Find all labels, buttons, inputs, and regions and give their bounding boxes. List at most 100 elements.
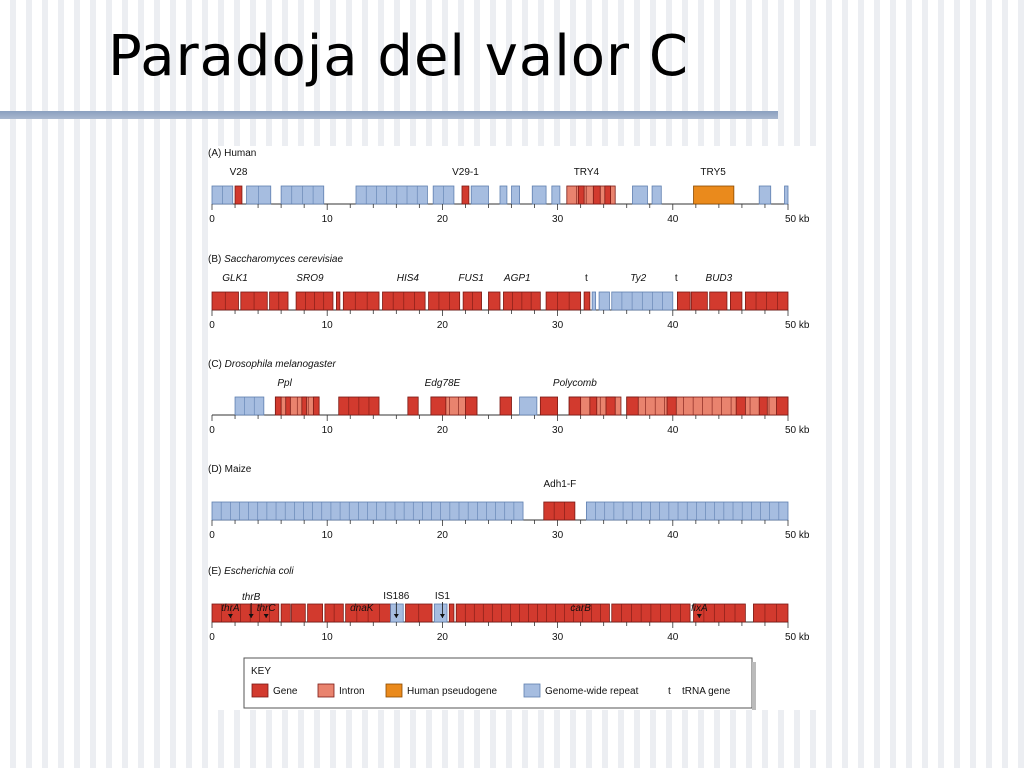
key-frame: [243, 657, 753, 709]
gene-segment: [545, 291, 582, 311]
gene-segment: [285, 396, 291, 416]
axis-end-label: 50 kb: [785, 425, 810, 436]
key-label: Intron: [339, 686, 365, 697]
gene-segment: [605, 396, 616, 416]
tick-label: 30: [552, 425, 564, 436]
gene-segment: [407, 396, 419, 416]
gene-label: Edg78E: [425, 378, 461, 389]
arrow-head: [393, 614, 399, 618]
tick-label: 10: [322, 530, 334, 541]
gene-segment: [604, 185, 611, 205]
gene-segment: [280, 603, 291, 623]
gene-label: thrA: [221, 603, 240, 614]
tick-label: 20: [437, 632, 449, 643]
pseudogene-segment: [693, 185, 735, 205]
gene-segment: [211, 603, 280, 623]
tick-label: 30: [552, 214, 564, 225]
repeat-segment: [234, 396, 265, 416]
gene-segment: [428, 291, 461, 311]
gene-segment: [592, 185, 601, 205]
gene-segment: [539, 396, 559, 416]
axis-end-label: 50 kb: [785, 632, 810, 643]
gene-label: thrB: [242, 592, 261, 603]
panel-title: (B) Saccharomyces cerevisiae: [208, 254, 343, 265]
gene-segment: [543, 501, 576, 521]
tick-label: 20: [437, 425, 449, 436]
gene-label: Adh1-F: [544, 479, 577, 490]
tick-label: 10: [322, 214, 334, 225]
key-swatch-intron: [317, 683, 335, 698]
gene-segment: [568, 396, 582, 416]
gene-segment: [291, 603, 306, 623]
repeat-segment: [591, 291, 597, 311]
gene-segment: [577, 185, 585, 205]
gene-label: AGP1: [503, 273, 531, 284]
key-swatch-gene: [251, 683, 269, 698]
key-trna-symbol: t: [668, 686, 671, 697]
repeat-segment: [433, 603, 448, 623]
tick-label: 0: [209, 320, 215, 331]
gene-segment: [301, 396, 307, 416]
tick-label: 0: [209, 632, 215, 643]
gene-segment: [709, 291, 728, 311]
key-label: Human pseudogene: [407, 686, 498, 697]
gene-segment: [583, 291, 591, 311]
gene-label: FUS1: [458, 273, 484, 284]
gene-segment: [735, 396, 746, 416]
slide-title: Paradoja del valor C: [108, 24, 689, 89]
key-label: Gene: [273, 686, 298, 697]
tick-label: 30: [552, 530, 564, 541]
repeat-segment: [632, 185, 648, 205]
tick-label: 0: [209, 530, 215, 541]
arrow-head: [439, 614, 445, 618]
gene-label: Ppl: [277, 378, 292, 389]
gene-label: t: [675, 273, 678, 284]
tick-label: 20: [437, 320, 449, 331]
tick-label: 30: [552, 632, 564, 643]
gene-segment: [730, 291, 743, 311]
gene-segment: [693, 603, 746, 623]
panel-yeast: (B) Saccharomyces cerevisiae 0 10 20 30 40 50 …: [208, 254, 810, 331]
arrow-head: [263, 614, 269, 618]
panel-title: (D) Maize: [208, 464, 252, 475]
gene-label: IS1: [435, 591, 450, 602]
repeat-segment: [758, 185, 772, 205]
repeat-segment: [519, 396, 538, 416]
repeat-segment: [470, 185, 489, 205]
gene-segment: [499, 396, 512, 416]
repeat-segment: [651, 185, 662, 205]
gene-segment: [455, 603, 610, 623]
gene-label: V29-1: [452, 167, 479, 178]
tick-label: 40: [667, 214, 679, 225]
tick-label: 30: [552, 320, 564, 331]
gene-segment: [342, 291, 380, 311]
gene-segment: [307, 603, 323, 623]
gene-label: SRO9: [296, 273, 324, 284]
gene-segment: [589, 396, 598, 416]
gene-segment: [312, 396, 320, 416]
genome-comparison-figure: (A) Human 0 10 20 30 40 50 kb V28 V29-1 TRY4 TRY5(…: [208, 146, 816, 710]
axis-end-label: 50 kb: [785, 214, 810, 225]
tick-label: 0: [209, 214, 215, 225]
tick-label: 40: [667, 530, 679, 541]
gene-segment: [626, 396, 639, 416]
repeat-segment: [531, 185, 547, 205]
panel-title: (A) Human: [208, 148, 256, 159]
repeat-segment: [551, 185, 561, 205]
gene-label: TRY4: [574, 167, 600, 178]
arrow-head: [696, 614, 702, 618]
key-title: KEY: [251, 666, 271, 677]
gene-segment: [677, 291, 691, 311]
repeat-segment: [355, 185, 428, 205]
panel-human: (A) Human 0 10 20 30 40 50 kb V28 V29-1 TRY4 TRY5: [208, 148, 810, 225]
gene-label: TRY5: [700, 167, 726, 178]
gene-label: Polycomb: [553, 378, 597, 389]
gene-segment: [274, 396, 282, 416]
repeat-segment: [598, 291, 610, 311]
gene-label: dnaK: [350, 603, 375, 614]
gene-segment: [448, 603, 455, 623]
gene-segment: [666, 396, 677, 416]
